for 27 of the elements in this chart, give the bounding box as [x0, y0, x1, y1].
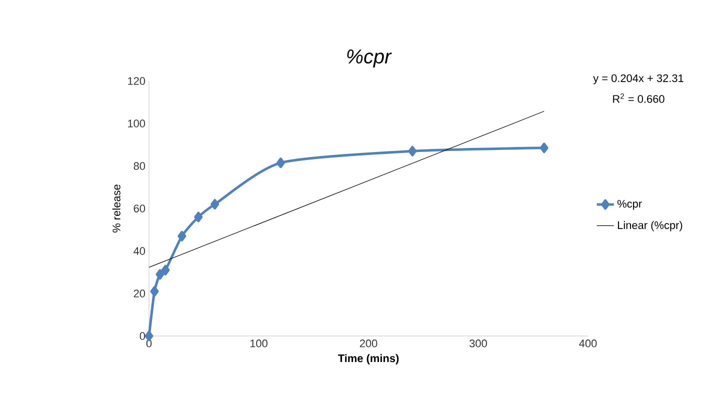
point	[408, 146, 417, 156]
x-tick-label: 400	[579, 340, 597, 348]
y-tick-label: 40	[134, 247, 146, 255]
x-tick-label: 300	[470, 340, 487, 348]
point	[156, 269, 164, 280]
x-tick-label: 200	[360, 340, 378, 348]
point	[276, 158, 285, 168]
point	[540, 142, 548, 154]
y-tick-label: 80	[134, 162, 146, 170]
y-tick-label: 120	[128, 77, 146, 85]
legend-label: %cpr	[617, 200, 642, 210]
y-tick-label: 100	[128, 120, 146, 128]
point	[150, 286, 159, 297]
y-tick-label: 60	[134, 204, 146, 212]
point	[161, 264, 170, 276]
chart-title: %cpr	[347, 50, 392, 68]
legend-label: Linear (%cpr)	[618, 221, 682, 232]
x-axis-title: Time (mins)	[338, 354, 399, 364]
text: y = 0.204x + 32.31	[593, 74, 684, 84]
y-tick-label: 20	[134, 290, 146, 298]
text: R$^{2}$ = 0.660	[613, 93, 664, 103]
point	[194, 212, 203, 222]
point	[178, 230, 186, 242]
point	[210, 199, 220, 210]
x-tick-label: 100	[250, 340, 268, 348]
y-axis-title: % release	[112, 184, 120, 232]
y-tick-label: 0	[140, 332, 146, 340]
